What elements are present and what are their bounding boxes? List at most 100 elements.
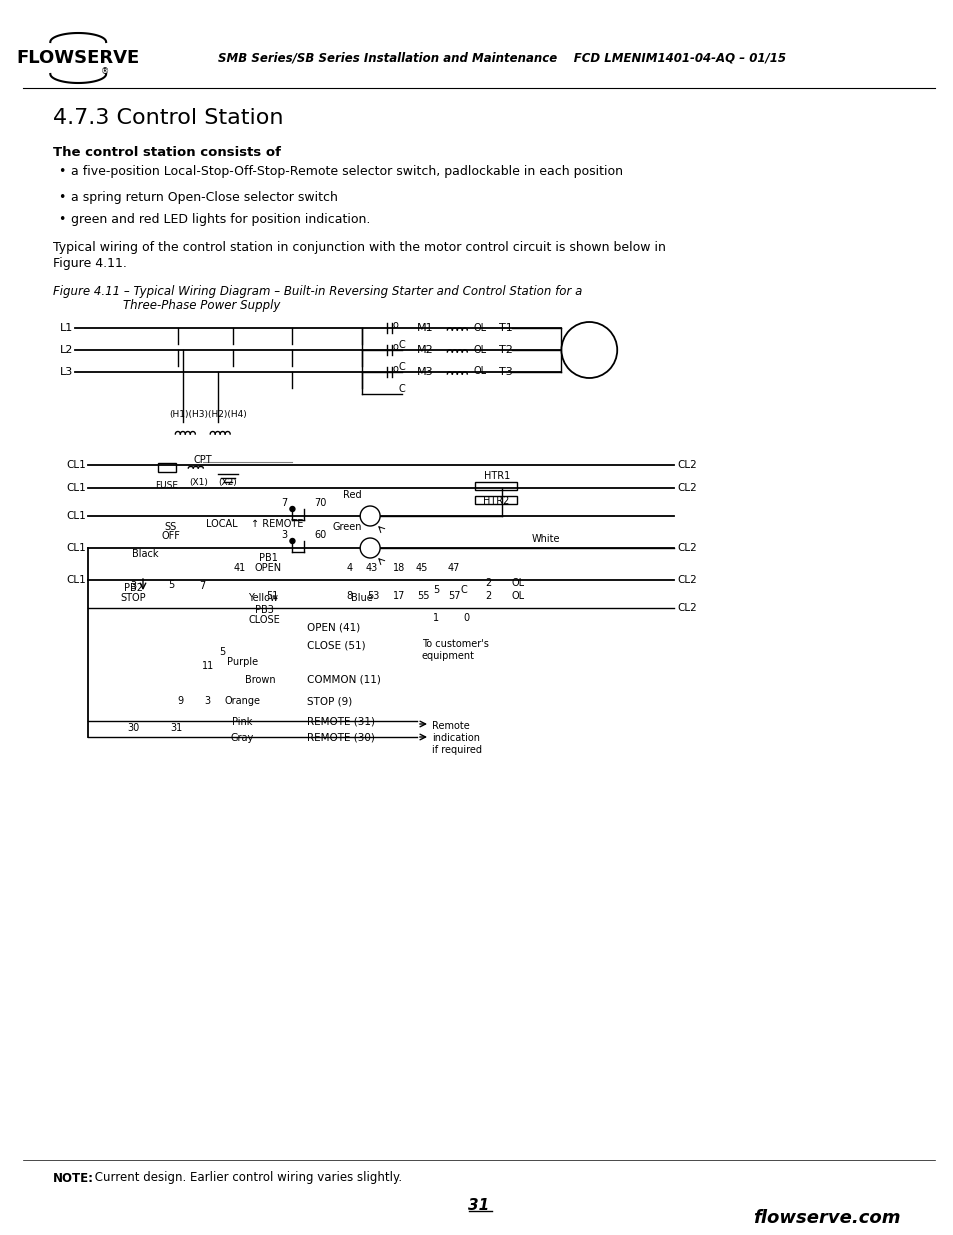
Text: 3: 3	[281, 530, 287, 540]
Circle shape	[290, 506, 294, 511]
Text: CL2: CL2	[677, 543, 696, 553]
Text: green and red LED lights for position indication.: green and red LED lights for position in…	[71, 212, 370, 226]
Text: FLOWSERVE: FLOWSERVE	[16, 49, 140, 67]
Text: Typical wiring of the control station in conjunction with the motor control circ: Typical wiring of the control station in…	[53, 242, 665, 254]
Text: CL1: CL1	[66, 483, 86, 493]
Text: Figure 4.11.: Figure 4.11.	[53, 257, 127, 269]
Text: OPEN: OPEN	[254, 563, 282, 573]
Text: o: o	[392, 320, 397, 330]
Text: The control station consists of: The control station consists of	[53, 146, 281, 158]
Text: 53: 53	[367, 592, 379, 601]
Text: CL2: CL2	[677, 603, 696, 613]
Text: NOTE:: NOTE:	[53, 1172, 94, 1184]
FancyBboxPatch shape	[158, 463, 175, 472]
Text: CL2: CL2	[677, 483, 696, 493]
Text: o: o	[392, 364, 397, 374]
Text: 1: 1	[433, 613, 438, 622]
Text: T1: T1	[498, 324, 512, 333]
Text: (X2): (X2)	[218, 478, 236, 488]
Text: LOCAL: LOCAL	[206, 519, 237, 529]
Text: Black: Black	[132, 550, 158, 559]
Text: T3: T3	[498, 367, 512, 377]
Text: 5: 5	[433, 585, 438, 595]
Text: 51: 51	[266, 592, 278, 601]
Text: CL1: CL1	[66, 543, 86, 553]
FancyBboxPatch shape	[475, 482, 517, 490]
Text: STOP (9): STOP (9)	[307, 697, 353, 706]
Circle shape	[360, 506, 379, 526]
Text: OL: OL	[474, 345, 486, 354]
Text: (X1): (X1)	[189, 478, 208, 488]
Text: o: o	[392, 342, 397, 352]
Text: C: C	[398, 384, 405, 394]
Text: White: White	[531, 534, 559, 543]
Text: REMOTE (31): REMOTE (31)	[307, 718, 375, 727]
Text: 4.7.3 Control Station: 4.7.3 Control Station	[53, 107, 284, 128]
Text: FUSE: FUSE	[155, 482, 178, 490]
Text: Figure 4.11 – Typical Wiring Diagram – Built-in Reversing Starter and Control St: Figure 4.11 – Typical Wiring Diagram – B…	[53, 285, 582, 299]
Text: COMMON (11): COMMON (11)	[307, 676, 381, 685]
Text: CL2: CL2	[677, 576, 696, 585]
Text: 60: 60	[314, 530, 326, 540]
Text: 7: 7	[199, 580, 206, 592]
Text: 2: 2	[485, 592, 492, 601]
Text: indication: indication	[432, 734, 479, 743]
Text: SS: SS	[165, 522, 177, 532]
Circle shape	[290, 538, 294, 543]
Text: 3: 3	[130, 580, 136, 592]
Text: Orange: Orange	[224, 697, 260, 706]
Text: CL1: CL1	[66, 576, 86, 585]
Text: CPT: CPT	[193, 454, 212, 466]
Text: PB2: PB2	[123, 583, 142, 593]
Text: 18: 18	[393, 563, 405, 573]
Text: 31: 31	[171, 722, 183, 734]
Text: •: •	[58, 165, 66, 179]
Text: Green: Green	[333, 522, 361, 532]
Text: •: •	[58, 190, 66, 204]
Text: Red: Red	[342, 490, 361, 500]
Text: STOP: STOP	[120, 593, 146, 603]
Text: a five-position Local-Stop-Off-Stop-Remote selector switch, padlockable in each : a five-position Local-Stop-Off-Stop-Remo…	[71, 165, 622, 179]
Text: (H1)(H3)(H2)(H4): (H1)(H3)(H2)(H4)	[169, 410, 247, 419]
Circle shape	[561, 322, 617, 378]
Text: equipment: equipment	[421, 651, 475, 661]
Text: 4: 4	[346, 563, 352, 573]
Text: REMOTE (30): REMOTE (30)	[307, 734, 375, 743]
Text: PB3: PB3	[254, 605, 274, 615]
Text: flowserve.com: flowserve.com	[752, 1209, 900, 1228]
Text: C: C	[398, 362, 405, 372]
Text: 7: 7	[281, 498, 287, 508]
Text: Current design. Earlier control wiring varies slightly.: Current design. Earlier control wiring v…	[91, 1172, 402, 1184]
Text: ®: ®	[101, 68, 110, 77]
Text: M2: M2	[416, 345, 434, 354]
Text: OFF: OFF	[161, 531, 180, 541]
Text: Motor: Motor	[570, 345, 607, 354]
Text: CL1: CL1	[66, 511, 86, 521]
Text: M1: M1	[416, 324, 434, 333]
Text: CLOSE (51): CLOSE (51)	[307, 640, 366, 650]
Text: 0: 0	[463, 613, 470, 622]
Text: HTR1: HTR1	[483, 471, 509, 480]
Text: 70: 70	[314, 498, 326, 508]
Text: 30: 30	[127, 722, 139, 734]
Text: To customer's: To customer's	[421, 638, 488, 650]
Text: 43: 43	[366, 563, 378, 573]
Text: Purple: Purple	[227, 657, 258, 667]
Text: CL1: CL1	[66, 459, 86, 471]
Text: Brown: Brown	[245, 676, 275, 685]
Text: 17: 17	[393, 592, 405, 601]
Text: OL: OL	[474, 324, 486, 333]
Text: ↑ REMOTE: ↑ REMOTE	[251, 519, 303, 529]
Text: OL: OL	[511, 578, 524, 588]
FancyBboxPatch shape	[475, 496, 517, 504]
Text: 31: 31	[468, 1198, 489, 1213]
Text: OL: OL	[474, 366, 486, 375]
Text: 47: 47	[447, 563, 459, 573]
Text: Yellow: Yellow	[247, 593, 277, 603]
Text: L3: L3	[60, 367, 73, 377]
Text: Blue: Blue	[351, 593, 373, 603]
Text: 9: 9	[177, 697, 184, 706]
Text: 5: 5	[219, 647, 226, 657]
Text: HTR2: HTR2	[483, 496, 509, 506]
Text: OL: OL	[511, 592, 524, 601]
